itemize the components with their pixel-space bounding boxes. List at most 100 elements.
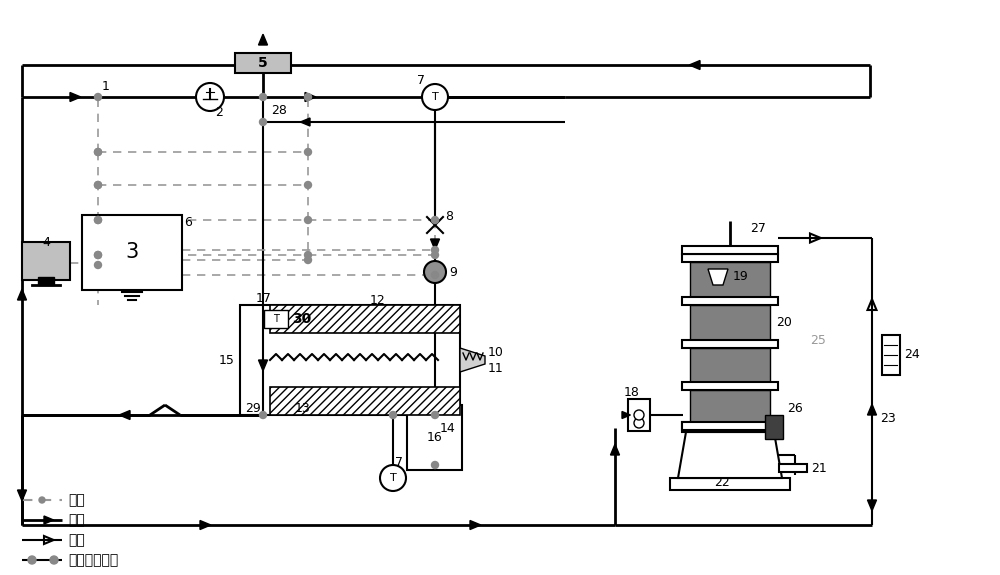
Text: 20: 20	[776, 316, 792, 329]
Circle shape	[424, 261, 446, 283]
Text: 7: 7	[395, 455, 403, 469]
Bar	[682, 340, 778, 348]
Polygon shape	[610, 444, 620, 455]
Circle shape	[432, 251, 438, 259]
Circle shape	[432, 412, 438, 419]
Bar	[264, 310, 288, 328]
Polygon shape	[18, 289, 26, 300]
Circle shape	[304, 94, 312, 101]
Bar	[690, 390, 770, 422]
Bar	[670, 478, 790, 490]
Text: 7: 7	[417, 75, 425, 87]
Polygon shape	[678, 432, 782, 478]
Polygon shape	[460, 348, 485, 372]
Polygon shape	[18, 490, 26, 501]
Polygon shape	[689, 60, 700, 70]
Circle shape	[94, 148, 102, 155]
Circle shape	[304, 251, 312, 259]
Circle shape	[94, 217, 102, 224]
Text: T: T	[273, 314, 279, 324]
Polygon shape	[470, 520, 481, 530]
Circle shape	[432, 217, 438, 224]
Text: 水路: 水路	[68, 533, 85, 547]
Text: 24: 24	[904, 348, 920, 362]
Circle shape	[94, 182, 102, 189]
Text: 等离子体通道: 等离子体通道	[68, 553, 118, 567]
Circle shape	[304, 256, 312, 263]
Circle shape	[94, 262, 102, 269]
Text: 17: 17	[256, 293, 272, 305]
Polygon shape	[708, 269, 728, 285]
Polygon shape	[258, 360, 268, 371]
Text: 14: 14	[440, 423, 456, 435]
Text: 4: 4	[42, 236, 50, 248]
Text: 27: 27	[750, 221, 766, 235]
Text: 2: 2	[215, 105, 223, 118]
Circle shape	[28, 556, 36, 564]
Bar	[765, 415, 783, 439]
Bar	[628, 399, 650, 431]
Circle shape	[390, 412, 396, 419]
Polygon shape	[258, 34, 268, 45]
Circle shape	[432, 462, 438, 469]
Text: 9: 9	[449, 266, 457, 278]
Bar	[270, 387, 460, 415]
Text: 23: 23	[880, 412, 896, 424]
Bar	[690, 348, 770, 383]
Circle shape	[380, 465, 406, 491]
Polygon shape	[200, 520, 211, 530]
Circle shape	[39, 497, 45, 503]
Bar	[682, 297, 778, 305]
Circle shape	[432, 271, 438, 278]
Bar	[882, 335, 900, 375]
Circle shape	[50, 556, 58, 564]
Text: 6: 6	[184, 217, 192, 229]
Text: 18: 18	[624, 386, 640, 400]
Circle shape	[304, 148, 312, 155]
Bar	[682, 246, 778, 254]
Text: T: T	[432, 92, 438, 102]
Circle shape	[94, 94, 102, 101]
Circle shape	[260, 94, 266, 101]
Text: 26: 26	[787, 402, 803, 416]
Text: 28: 28	[271, 104, 287, 117]
Text: 气路: 气路	[68, 513, 85, 527]
Text: 电路: 电路	[68, 493, 85, 507]
Circle shape	[94, 251, 102, 259]
Bar	[270, 305, 460, 333]
Text: 1: 1	[102, 81, 110, 94]
Circle shape	[304, 217, 312, 224]
Polygon shape	[300, 118, 310, 126]
Circle shape	[304, 182, 312, 189]
Bar	[690, 262, 770, 297]
Text: 8: 8	[445, 210, 453, 224]
Text: 13: 13	[295, 402, 311, 416]
Bar	[38, 277, 54, 285]
Polygon shape	[430, 239, 440, 250]
Polygon shape	[70, 93, 81, 102]
Circle shape	[196, 83, 224, 111]
Text: 25: 25	[810, 334, 826, 347]
Circle shape	[432, 247, 438, 254]
Text: T: T	[390, 473, 396, 483]
Text: 19: 19	[733, 270, 749, 283]
Text: 5: 5	[258, 56, 268, 70]
Circle shape	[260, 118, 266, 125]
Text: 16: 16	[427, 431, 442, 444]
Circle shape	[260, 412, 266, 419]
Text: 30: 30	[292, 312, 312, 326]
Bar	[690, 305, 770, 340]
Polygon shape	[119, 411, 130, 420]
Text: 11: 11	[488, 362, 504, 374]
Text: 29: 29	[245, 402, 261, 416]
Polygon shape	[868, 404, 876, 415]
Text: 15: 15	[219, 354, 235, 366]
Bar	[682, 382, 778, 390]
Circle shape	[634, 410, 644, 420]
Bar	[407, 405, 462, 470]
Text: 12: 12	[370, 294, 386, 308]
Bar	[682, 254, 778, 262]
Polygon shape	[868, 500, 876, 511]
Circle shape	[94, 217, 102, 224]
Polygon shape	[44, 516, 54, 524]
